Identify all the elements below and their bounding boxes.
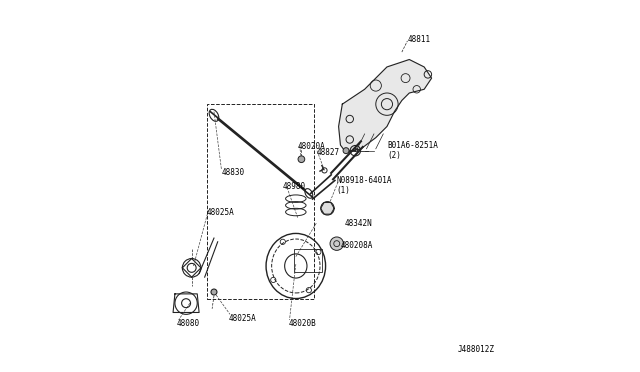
Text: B01A6-8251A
(2): B01A6-8251A (2) bbox=[387, 141, 438, 160]
Text: 48020B: 48020B bbox=[289, 319, 316, 328]
Circle shape bbox=[330, 237, 344, 250]
Circle shape bbox=[321, 202, 334, 215]
Text: 48025A: 48025A bbox=[229, 314, 257, 323]
Text: 48020A: 48020A bbox=[298, 142, 325, 151]
Text: N08918-6401A
(1): N08918-6401A (1) bbox=[337, 176, 392, 195]
Circle shape bbox=[298, 156, 305, 163]
Text: 48980: 48980 bbox=[283, 182, 306, 190]
Text: 48830: 48830 bbox=[221, 169, 244, 177]
Text: 48080: 48080 bbox=[177, 319, 200, 328]
Circle shape bbox=[211, 289, 217, 295]
Text: J488012Z: J488012Z bbox=[458, 345, 495, 354]
Bar bbox=[294, 249, 322, 272]
Text: 48025A: 48025A bbox=[207, 208, 234, 217]
Text: 48827: 48827 bbox=[316, 148, 339, 157]
Polygon shape bbox=[339, 60, 431, 153]
Bar bbox=[207, 104, 314, 299]
Text: B: B bbox=[353, 148, 358, 153]
Text: 48811: 48811 bbox=[408, 35, 431, 44]
Text: 480208A: 480208A bbox=[340, 241, 373, 250]
Circle shape bbox=[343, 148, 349, 154]
Text: 48342N: 48342N bbox=[344, 219, 372, 228]
